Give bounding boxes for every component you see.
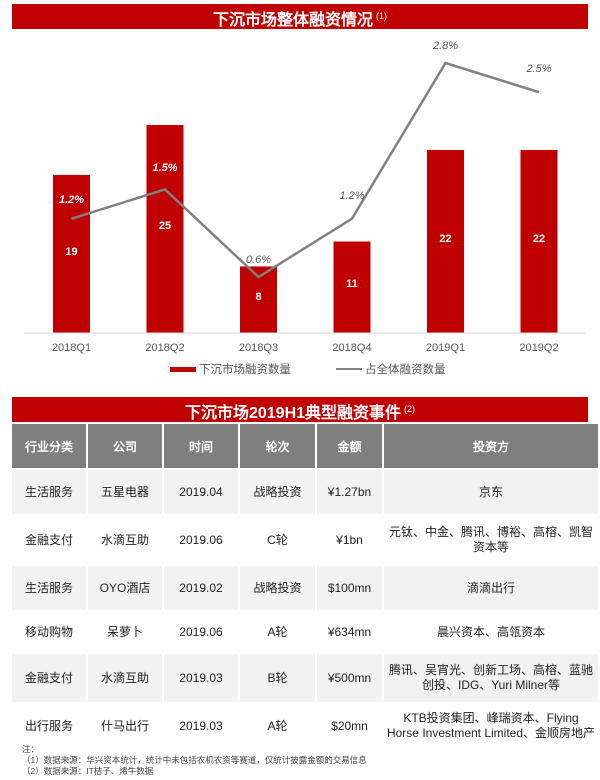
bar-series xyxy=(53,125,558,333)
cell-amount: $100mn xyxy=(317,566,382,610)
legend-item-line: 占全体融资数量 xyxy=(336,361,446,377)
cell-amount: ¥1.27bn xyxy=(317,470,382,514)
cell-amount: ¥634mn xyxy=(327,624,372,639)
cell-date: 2019.03 xyxy=(179,718,223,733)
x-tick-label: 2018Q1 xyxy=(52,342,91,354)
line-value-label: 0.6% xyxy=(246,254,271,266)
chart-title-note: (1) xyxy=(376,11,387,21)
cell-investors: KTB投资集团、峰瑞资本、Flying Horse Investment Lim… xyxy=(386,711,596,740)
cell-industry: 金融支付 xyxy=(24,532,73,547)
cell-round: C轮 xyxy=(267,532,288,547)
line-series xyxy=(71,61,540,279)
cell-company: 什马出行 xyxy=(100,718,149,733)
table-title: 下沉市场2019H1典型融资事件 xyxy=(184,405,402,422)
financing-chart: 1.2% 1.5% 0.6% 1.2% 2.8% 2.5% 19 25 8 11 22 22 201… xyxy=(24,40,585,354)
table-title-banner: 下沉市场2019H1典型融资事件 (2) xyxy=(12,397,588,422)
line-value-label: 1.2% xyxy=(339,190,364,202)
line-labels: 1.2% 1.5% 0.6% 1.2% 2.8% 2.5% xyxy=(59,40,552,266)
bar-value-label: 8 xyxy=(255,291,261,303)
cell-industry: 移动购物 xyxy=(24,624,73,639)
cell-round: 战略投资 xyxy=(240,566,315,610)
table-row: 金融支付 水滴互助 2019.03 B轮 ¥500mn 腾讯、吴宵光、创新工场、… xyxy=(12,654,598,702)
header-investors: 投资方 xyxy=(384,424,598,468)
cell-investors: 滴滴出行 xyxy=(384,566,598,610)
chart-title: 下沉市场整体融资情况 xyxy=(212,12,373,29)
cell-date: 2019.04 xyxy=(164,470,238,514)
cell-date: 2019.06 xyxy=(179,624,223,639)
bar xyxy=(333,241,371,333)
table-row: 生活服务 五星电器 2019.04 战略投资 ¥1.27bn 京东 xyxy=(12,470,598,514)
cell-investors: 腾讯、吴宵光、创新工场、高榕、蓝驰创投、IDG、Yuri Milner等 xyxy=(384,654,598,702)
x-tick-label: 2019Q2 xyxy=(519,342,558,354)
header-date: 时间 xyxy=(164,424,238,468)
cell-amount: $20mn xyxy=(331,718,368,733)
cell-round: B轮 xyxy=(240,654,315,702)
financing-events-table: 行业分类 公司 时间 轮次 金额 投资方 生活服务 五星电器 2019.04 战… xyxy=(10,422,600,750)
cell-amount: ¥1bn xyxy=(336,532,363,547)
note-2: （2）数据来源：IT桔子、烯牛数据 xyxy=(22,766,154,776)
cell-date: 2019.03 xyxy=(164,654,238,702)
chart-title-banner: 下沉市场整体融资情况 (1) xyxy=(12,4,588,29)
table-header-row: 行业分类 公司 时间 轮次 金额 投资方 xyxy=(12,424,598,468)
line-value-label: 1.5% xyxy=(152,162,177,174)
bar-value-label: 22 xyxy=(533,233,545,245)
table-title-note: (2) xyxy=(404,404,416,414)
cell-company: OYO酒店 xyxy=(88,566,162,610)
cell-investors: 晨兴资本、高瓴资本 xyxy=(436,624,545,639)
legend-item-bar: 下沉市场融资数量 xyxy=(170,361,291,377)
bar-value-label: 11 xyxy=(346,278,358,290)
bar xyxy=(520,149,558,333)
cell-investors: 京东 xyxy=(384,470,598,514)
cell-company: 水滴互助 xyxy=(100,532,149,547)
cell-company: 水滴互助 xyxy=(88,654,162,702)
cell-industry: 生活服务 xyxy=(12,470,86,514)
line-swatch-icon xyxy=(336,368,362,370)
bar xyxy=(146,125,184,333)
cell-date: 2019.06 xyxy=(179,532,223,547)
bar-value-label: 19 xyxy=(65,246,77,258)
table-row: 移动购物 呆萝卜 2019.06 A轮 ¥634mn 晨兴资本、高瓴资本 xyxy=(12,612,598,652)
cell-round: A轮 xyxy=(267,718,288,733)
chart-legend: 下沉市场融资数量 占全体融资数量 xyxy=(0,361,600,379)
x-tick-label: 2018Q3 xyxy=(239,342,278,354)
table-row: 金融支付 水滴互助 2019.06 C轮 ¥1bn 元钛、中金、腾讯、博裕、高榕… xyxy=(12,516,598,564)
cell-round: A轮 xyxy=(267,624,288,639)
note-1: （1）数据来源：华兴资本统计，统计中未包括农机农资等赛道，仅统计披露金额的交易信… xyxy=(22,755,367,765)
bar-value-label: 25 xyxy=(159,220,171,232)
cell-amount: ¥500mn xyxy=(317,654,382,702)
bar-labels: 19 25 8 11 22 22 xyxy=(65,220,545,303)
x-tick-labels: 2018Q1 2018Q2 2018Q3 2018Q4 2019Q1 2019Q2 xyxy=(52,342,559,354)
header-round: 轮次 xyxy=(240,424,315,468)
cell-industry: 生活服务 xyxy=(12,566,86,610)
line-value-label: 2.8% xyxy=(432,40,458,52)
legend-bar-label: 下沉市场融资数量 xyxy=(199,364,291,376)
header-company: 公司 xyxy=(88,424,162,468)
line-value-label: 1.2% xyxy=(59,194,84,206)
bar xyxy=(427,149,464,333)
cell-date: 2019.02 xyxy=(164,566,238,610)
cell-round: 战略投资 xyxy=(240,470,315,514)
legend-line-label: 占全体融资数量 xyxy=(365,364,446,376)
table-row: 生活服务 OYO酒店 2019.02 战略投资 $100mn 滴滴出行 xyxy=(12,566,598,610)
footnotes: 注： （1）数据来源：华兴资本统计，统计中未包括农机农资等赛道，仅统计披露金额的… xyxy=(22,744,367,777)
x-tick-label: 2019Q1 xyxy=(426,342,465,354)
notes-label: 注： xyxy=(22,744,40,754)
bar xyxy=(53,174,90,333)
line-value-label: 2.5% xyxy=(525,63,551,75)
bar-swatch-icon xyxy=(170,366,196,372)
cell-industry: 金融支付 xyxy=(12,654,86,702)
x-tick-label: 2018Q4 xyxy=(332,342,371,354)
bar-value-label: 22 xyxy=(439,233,451,245)
cell-company: 五星电器 xyxy=(88,470,162,514)
cell-investors: 元钛、中金、腾讯、博裕、高榕、凯智资本等 xyxy=(388,525,593,554)
header-industry: 行业分类 xyxy=(12,424,86,468)
cell-company: 呆萝卜 xyxy=(106,624,143,639)
cell-industry: 出行服务 xyxy=(24,718,73,733)
x-tick-label: 2018Q2 xyxy=(145,342,184,354)
table-row: 出行服务 什马出行 2019.03 A轮 $20mn KTB投资集团、峰瑞资本、… xyxy=(12,704,598,748)
header-amount: 金额 xyxy=(317,424,382,468)
